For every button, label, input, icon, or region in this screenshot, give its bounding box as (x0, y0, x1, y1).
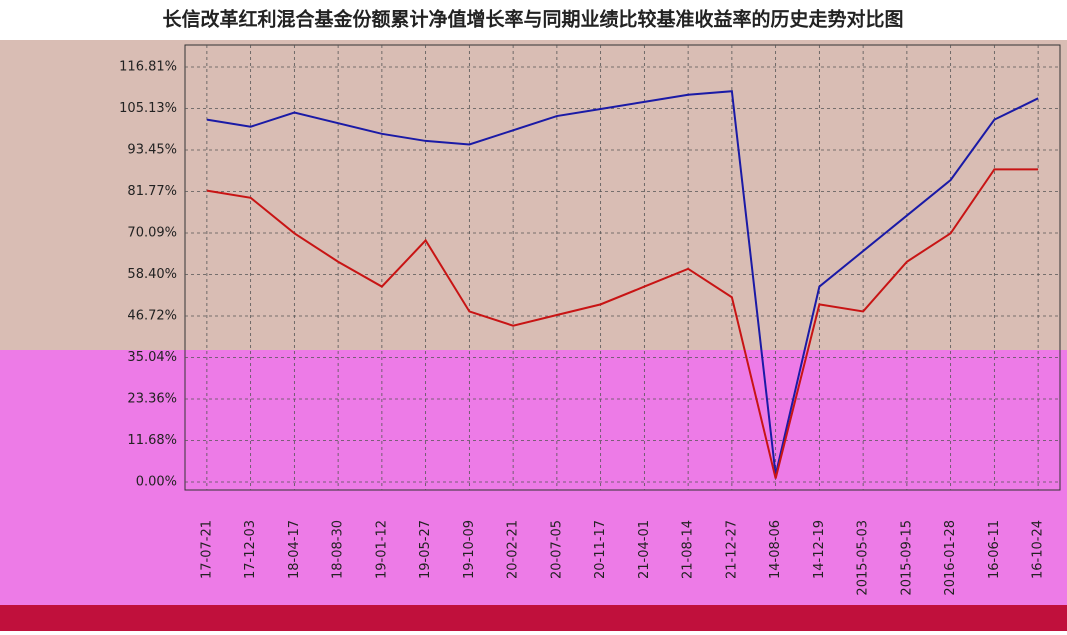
chart-title: 长信改革红利混合基金份额累计净值增长率与同期业绩比较基准收益率的历史走势对比图 (162, 8, 903, 31)
plot: 0.00% 11.68% 23.36% 35.04% 46.72% 58.40% 70.09… (119, 45, 1060, 596)
x-tick-label: 14-12-19 (812, 520, 827, 579)
y-tick-label: 81.77% (127, 184, 177, 199)
x-tick-label: 19-01-12 (374, 520, 389, 579)
x-tick-label: 16-06-11 (987, 520, 1002, 579)
x-tick-label: 21-04-01 (637, 520, 652, 579)
x-tick-label: 19-10-09 (462, 520, 477, 579)
x-tick-label: 20-07-05 (549, 520, 564, 579)
y-tick-label: 105.13% (119, 101, 177, 116)
x-tick-label: 20-02-21 (506, 520, 521, 579)
x-tick-label: 18-04-17 (287, 520, 302, 579)
x-tick-label: 17-12-03 (243, 520, 258, 579)
lower-panel (0, 350, 1067, 605)
series-line (206, 90, 1039, 476)
legend-bar (0, 605, 1067, 631)
x-tick-label: 19-05-27 (418, 520, 433, 579)
y-tick-label: 116.81% (119, 60, 177, 75)
x-tick-label: 2015-09-15 (899, 520, 914, 596)
plot-frame (184, 44, 1061, 491)
x-tick-label: 18-08-30 (331, 520, 346, 579)
x-tick-label: 21-12-27 (724, 520, 739, 579)
x-tick-label: 2015-05-03 (856, 520, 871, 596)
series-line (206, 168, 1039, 479)
y-tick-label: 70.09% (127, 225, 177, 240)
y-tick-label: 11.68% (127, 433, 177, 448)
y-tick-label: 58.40% (127, 267, 177, 282)
x-tick-label: 14-08-06 (768, 520, 783, 579)
x-tick-label: 2016-01-28 (943, 520, 958, 596)
y-tick-label: 23.36% (127, 392, 177, 407)
x-tick-label: 20-11-17 (593, 520, 608, 579)
y-tick-label: 93.45% (127, 142, 177, 157)
x-tick-label: 17-07-21 (199, 520, 214, 579)
y-tick-label: 35.04% (127, 350, 177, 365)
y-tick-label: 0.00% (136, 475, 177, 490)
x-tick-label: 16-10-24 (1031, 520, 1046, 579)
y-tick-label: 46.72% (127, 309, 177, 324)
x-tick-label: 21-08-14 (681, 520, 696, 579)
